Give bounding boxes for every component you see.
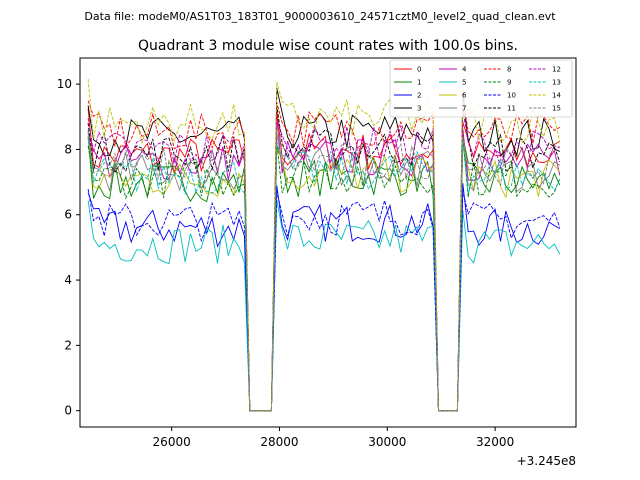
x-tick-label: 32000 <box>476 435 514 449</box>
legend-label-11: 11 <box>507 105 516 113</box>
series-line-12 <box>87 106 560 412</box>
legend-label-4: 4 <box>462 66 467 74</box>
legend-label-1: 1 <box>417 79 421 87</box>
legend-label-3: 3 <box>417 105 421 113</box>
legend-label-14: 14 <box>552 92 561 100</box>
axis-ticks: 26000 28000 30000 32000 0 2 4 6 8 10 <box>57 77 515 449</box>
x-offset-label: +3.245e8 <box>517 454 576 468</box>
series-line-9 <box>87 136 561 412</box>
chart-title: Quadrant 3 module wise count rates with … <box>138 38 518 54</box>
series-layer <box>87 79 561 412</box>
series-line-15 <box>87 126 560 412</box>
legend-label-15: 15 <box>552 105 561 113</box>
legend-label-7: 7 <box>462 105 466 113</box>
y-tick-label: 8 <box>64 142 72 156</box>
y-tick-label: 2 <box>64 338 72 352</box>
series-line-3 <box>87 88 560 412</box>
legend-label-2: 2 <box>417 92 421 100</box>
plot-area-frame <box>79 57 577 428</box>
legend-label-12: 12 <box>552 66 561 74</box>
series-line-13 <box>87 129 561 412</box>
legend-label-0: 0 <box>417 66 421 74</box>
legend-label-6: 6 <box>462 92 467 100</box>
legend-label-9: 9 <box>507 79 511 87</box>
data-file-label: Data file: modeM0/AS1T03_183T01_90000036… <box>84 10 556 23</box>
legend-label-8: 8 <box>507 66 511 74</box>
legend-box <box>389 59 573 118</box>
x-tick-label: 28000 <box>260 435 298 449</box>
series-line-10 <box>87 188 561 412</box>
series-line-4 <box>87 117 561 412</box>
series-line-8 <box>87 98 561 412</box>
series-line-5 <box>87 199 561 412</box>
y-tick-label: 10 <box>57 77 72 91</box>
series-line-2 <box>87 183 561 412</box>
series-line-7 <box>87 132 561 412</box>
y-tick-label: 6 <box>64 208 72 222</box>
series-line-11 <box>87 105 561 412</box>
x-tick-label: 30000 <box>368 435 406 449</box>
legend-label-13: 13 <box>552 79 561 87</box>
legend-label-10: 10 <box>507 92 516 100</box>
x-tick-label: 26000 <box>153 435 191 449</box>
legend-label-5: 5 <box>462 79 466 87</box>
y-tick-label: 0 <box>64 404 72 418</box>
series-line-14 <box>87 79 561 412</box>
y-tick-label: 4 <box>64 273 72 287</box>
